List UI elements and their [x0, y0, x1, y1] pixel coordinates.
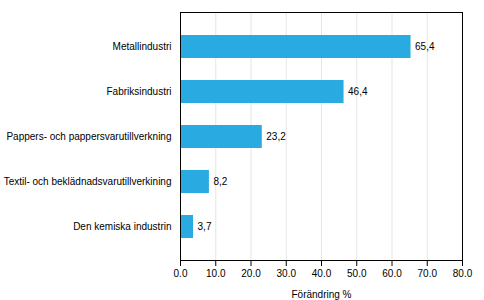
svg-text:70.0: 70.0 [418, 268, 438, 279]
svg-text:50.0: 50.0 [347, 268, 367, 279]
svg-text:0.0: 0.0 [174, 268, 188, 279]
svg-text:8,2: 8,2 [213, 176, 227, 187]
svg-text:20.0: 20.0 [241, 268, 261, 279]
svg-text:Pappers- och pappersvarutillve: Pappers- och pappersvarutillverkning [6, 131, 171, 142]
svg-text:40.0: 40.0 [312, 268, 332, 279]
svg-text:65,4: 65,4 [415, 41, 435, 52]
svg-text:Förändring %: Förändring % [291, 289, 351, 300]
svg-text:23,2: 23,2 [266, 131, 286, 142]
svg-text:Fabriksindustri: Fabriksindustri [106, 86, 171, 97]
svg-text:Den kemiska industrin: Den kemiska industrin [73, 221, 171, 232]
svg-text:30.0: 30.0 [277, 268, 297, 279]
svg-text:46,4: 46,4 [348, 86, 368, 97]
svg-text:3,7: 3,7 [198, 221, 212, 232]
svg-text:80.0: 80.0 [453, 268, 473, 279]
svg-text:10.0: 10.0 [206, 268, 226, 279]
svg-text:Metallindustri: Metallindustri [113, 41, 172, 52]
svg-text:Textil- och beklädnadsvarutill: Textil- och beklädnadsvarutillverkining [4, 176, 172, 187]
svg-text:60.0: 60.0 [382, 268, 402, 279]
